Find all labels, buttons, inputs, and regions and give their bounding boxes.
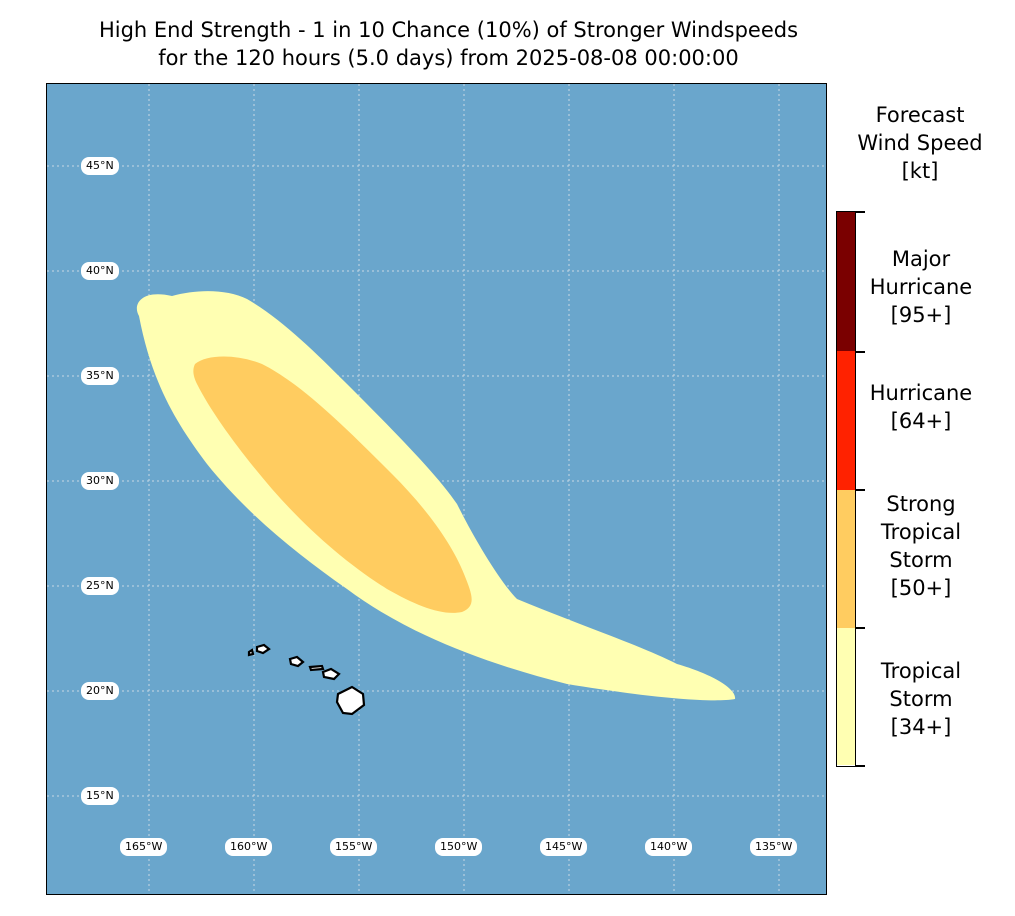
lon-label-150w: 150°W [435,838,483,856]
chart-title: High End Strength - 1 in 10 Chance (10%)… [0,16,897,72]
lon-label-160w: 160°W [225,838,273,856]
title-line-2: for the 120 hours (5.0 days) from 2025-0… [158,46,739,70]
legend-label: [95+] [890,303,952,327]
lat-label-40n: 40°N [81,262,119,280]
colorbar-tick [856,211,865,213]
lon-label-140w: 140°W [645,838,693,856]
lat-label-30n: 30°N [81,472,119,490]
legend-label: [34+] [890,715,952,739]
colorbar-tick [856,765,865,767]
legend-label: Major [891,247,951,271]
title-line-1: High End Strength - 1 in 10 Chance (10%)… [98,18,799,42]
island-maui [321,667,341,681]
legend-title-line-2: Wind Speed [857,131,983,155]
lat-label-20n: 20°N [81,682,119,700]
legend-title-line-3: [kt] [901,159,939,183]
island-oahu [288,655,305,668]
legend-label: Hurricane [869,275,973,299]
hawaiian-islands [247,643,366,716]
colorbar-tropical-storm [837,628,855,765]
colorbar-tick [856,351,865,353]
colorbar-tick [856,489,865,491]
lon-label-145w: 145°W [540,838,588,856]
strong-tropical-storm-swath [193,356,472,613]
lat-label-15n: 15°N [81,787,119,805]
island-niihau [247,648,255,657]
lon-label-155w: 155°W [330,838,378,856]
map-canvas [47,84,826,894]
legend-label: Hurricane [869,381,973,405]
legend-major-hurricane: Major Hurricane [95+] [856,245,986,329]
legend-label: Tropical [880,659,962,683]
colorbar-strong-tropical-storm [837,490,855,628]
legend-title-line-1: Forecast [875,103,965,127]
legend-label: Storm [889,548,953,572]
lon-label-165w: 165°W [120,838,168,856]
legend-strong-tropical-storm: Strong Tropical Storm [50+] [856,490,986,602]
island-hawaii [335,685,366,716]
colorbar [836,211,856,767]
lat-label-25n: 25°N [81,577,119,595]
legend-hurricane: Hurricane [64+] [856,379,986,435]
legend-label: [50+] [890,576,952,600]
lat-label-35n: 35°N [81,367,119,385]
legend-label: [64+] [890,409,952,433]
lon-label-135w: 135°W [750,838,798,856]
island-kauai [255,643,271,655]
legend-label: Storm [889,687,953,711]
map-panel[interactable]: 45°N 40°N 35°N 30°N 25°N 20°N 15°N 165°W… [46,83,827,895]
island-molokai [308,664,325,672]
colorbar-tick [856,627,865,629]
legend-label: Tropical [880,520,962,544]
legend-tropical-storm: Tropical Storm [34+] [856,657,986,741]
legend-title: Forecast Wind Speed [kt] [834,101,1006,185]
legend-label: Strong [886,492,956,516]
colorbar-hurricane [837,351,855,490]
colorbar-major-hurricane [837,212,855,351]
lat-label-45n: 45°N [81,157,119,175]
